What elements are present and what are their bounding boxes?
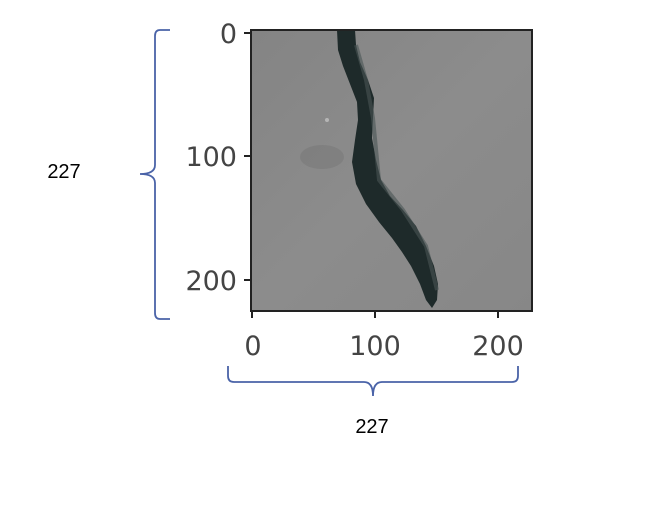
concrete-surface [251,30,532,311]
x-tick-label-100: 100 [349,331,401,362]
x-tick-label-0: 0 [244,331,261,362]
x-axis: 0 100 200 [244,311,524,362]
width-dimension: 227 [227,366,519,438]
y-tick-label-0: 0 [220,19,237,50]
width-label: 227 [355,416,388,438]
y-axis: 0 100 200 [185,19,251,297]
y-tick-label-100: 100 [185,142,237,173]
height-brace [139,29,170,320]
image-panel [250,29,533,312]
height-label: 227 [47,161,80,183]
crack-edge-shadow [354,44,439,291]
image-frame [250,29,533,312]
crack-shape [337,30,438,308]
surface-blotch [300,145,344,169]
surface-speck [325,118,329,122]
height-dimension: 227 [47,29,170,320]
width-brace [227,366,519,397]
y-tick-label-200: 200 [185,266,237,297]
x-tick-label-200: 200 [472,331,524,362]
